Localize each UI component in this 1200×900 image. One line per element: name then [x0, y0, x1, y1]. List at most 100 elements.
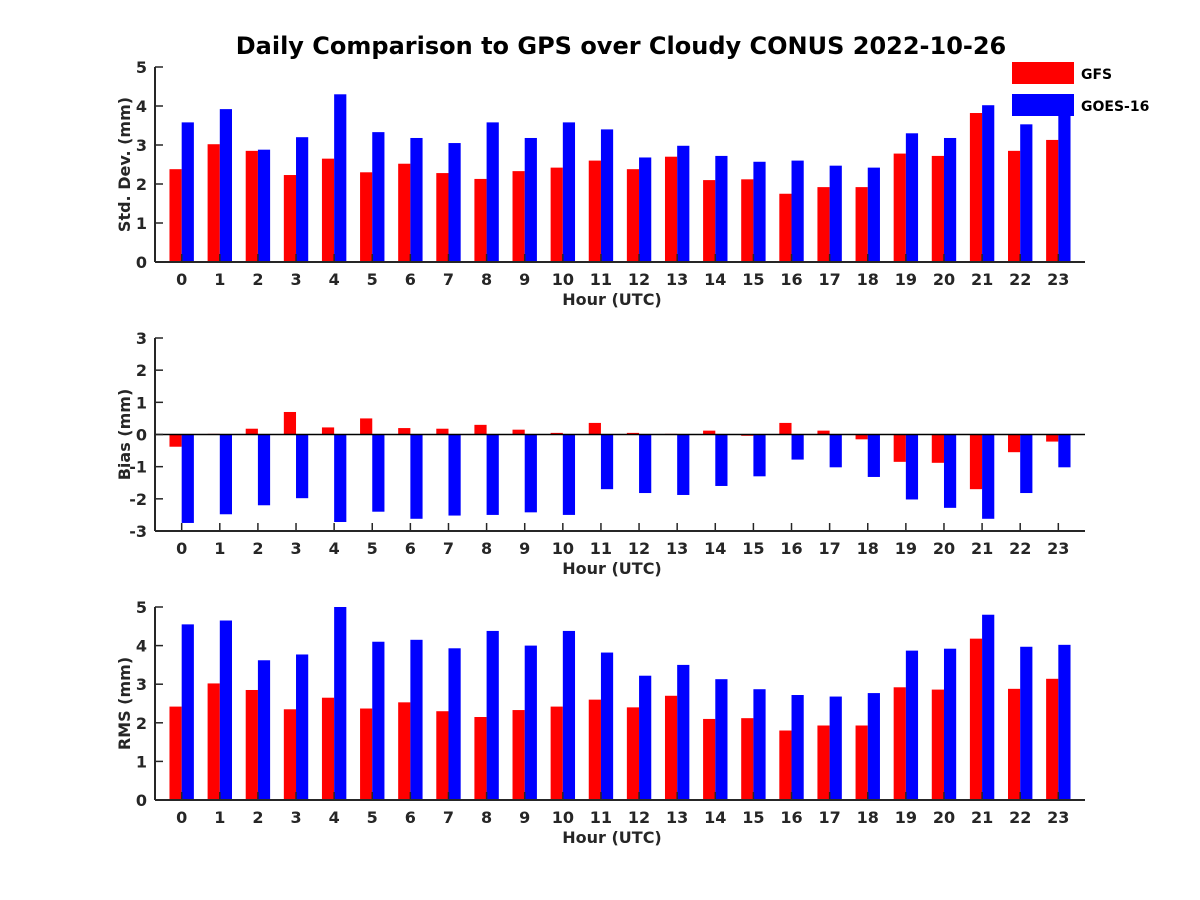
rms-bar-goes-16-hour-11 — [600, 652, 614, 800]
rms-bar-gfs-hour-10 — [550, 706, 563, 800]
legend-swatch-gfs — [1012, 62, 1074, 84]
rms-x-tick-label: 23 — [1047, 808, 1069, 827]
stddev-bar-gfs-hour-10 — [550, 167, 563, 262]
rms-bar-gfs-hour-23 — [1046, 678, 1059, 800]
rms-x-axis-label: Hour (UTC) — [562, 828, 662, 847]
bias-y-tick-label: -1 — [129, 458, 147, 477]
stddev-bar-goes-16-hour-9 — [524, 137, 537, 262]
rms-y-axis-label: RMS (mm) — [115, 657, 134, 750]
bias-bar-goes-16-hour-17 — [829, 434, 842, 468]
stddev-x-tick-label: 19 — [895, 270, 917, 289]
rms-x-tick-label: 2 — [252, 808, 263, 827]
stddev-x-tick-label: 5 — [367, 270, 378, 289]
bias-bar-gfs-hour-11 — [588, 422, 601, 435]
rms-bar-goes-16-hour-15 — [753, 689, 766, 800]
bias-bar-gfs-hour-16 — [779, 422, 792, 435]
figure-title: Daily Comparison to GPS over Cloudy CONU… — [236, 32, 1007, 60]
stddev-x-tick-label: 9 — [519, 270, 530, 289]
rms-bar-gfs-hour-11 — [588, 699, 601, 800]
rms-bar-gfs-hour-8 — [474, 717, 487, 800]
rms-bar-goes-16-hour-1 — [219, 620, 232, 800]
bias-bar-goes-16-hour-7 — [448, 434, 461, 516]
stddev-bar-goes-16-hour-6 — [410, 137, 423, 262]
stddev-bar-gfs-hour-2 — [245, 150, 258, 262]
stddev-x-tick-label: 4 — [329, 270, 340, 289]
stddev-y-tick-label: 0 — [136, 253, 147, 272]
stddev-x-tick-label: 12 — [628, 270, 650, 289]
rms-x-tick-label: 14 — [704, 808, 726, 827]
rms-y-tick-label: 5 — [136, 598, 147, 617]
bias-bar-gfs-hour-17 — [817, 430, 830, 435]
bias-x-tick-label: 11 — [590, 539, 612, 558]
bias-bar-goes-16-hour-14 — [715, 434, 728, 486]
bias-y-tick-label: 2 — [136, 361, 147, 380]
rms-bar-gfs-hour-20 — [931, 689, 944, 800]
bias-x-tick-label: 22 — [1009, 539, 1031, 558]
stddev-bar-goes-16-hour-23 — [1058, 109, 1071, 263]
stddev-bar-goes-16-hour-10 — [562, 122, 576, 262]
rms-bar-goes-16-hour-14 — [715, 679, 728, 800]
stddev-bar-gfs-hour-15 — [741, 179, 754, 262]
rms-x-tick-label: 10 — [552, 808, 574, 827]
rms-bar-gfs-hour-2 — [245, 689, 258, 800]
bias-bar-gfs-hour-10 — [550, 432, 563, 435]
bias-x-tick-label: 9 — [519, 539, 530, 558]
bias-bar-gfs-hour-9 — [512, 429, 525, 435]
stddev-bar-goes-16-hour-17 — [829, 165, 842, 262]
rms-x-tick-label: 9 — [519, 808, 530, 827]
bias-y-tick-label: 3 — [136, 329, 147, 348]
stddev-x-tick-label: 11 — [590, 270, 612, 289]
stddev-x-tick-label: 17 — [818, 270, 840, 289]
stddev-bar-goes-16-hour-20 — [943, 137, 957, 262]
bias-x-tick-label: 7 — [443, 539, 454, 558]
bias-y-tick-label: -2 — [129, 490, 147, 509]
stddev-x-tick-label: 21 — [971, 270, 993, 289]
rms-bar-gfs-hour-19 — [893, 687, 906, 800]
bias-bar-gfs-hour-21 — [969, 434, 983, 490]
bias-bar-goes-16-hour-16 — [791, 434, 804, 460]
stddev-bar-gfs-hour-12 — [626, 169, 640, 262]
bias-bar-goes-16-hour-6 — [410, 434, 423, 519]
bias-bar-goes-16-hour-2 — [257, 434, 271, 506]
stddev-x-tick-label: 16 — [780, 270, 802, 289]
rms-x-tick-label: 5 — [367, 808, 378, 827]
bias-x-tick-label: 23 — [1047, 539, 1069, 558]
stddev-x-tick-label: 0 — [176, 270, 187, 289]
bias-y-tick-label: 1 — [136, 393, 147, 412]
stddev-bar-gfs-hour-17 — [817, 187, 830, 262]
stddev-bar-goes-16-hour-16 — [791, 160, 804, 262]
bias-x-tick-label: 1 — [214, 539, 225, 558]
rms-x-tick-label: 4 — [329, 808, 340, 827]
stddev-bar-goes-16-hour-13 — [677, 145, 690, 262]
rms-y-tick-label: 1 — [136, 752, 147, 771]
bias-x-tick-label: 0 — [176, 539, 187, 558]
rms-bar-gfs-hour-13 — [664, 695, 678, 800]
stddev-x-tick-label: 22 — [1009, 270, 1031, 289]
rms-y-tick-label: 0 — [136, 791, 147, 810]
stddev-y-tick-label: 5 — [136, 58, 147, 77]
stddev-bar-gfs-hour-21 — [969, 113, 983, 263]
rms-x-tick-label: 13 — [666, 808, 688, 827]
bias-x-tick-label: 6 — [405, 539, 416, 558]
rms-x-tick-label: 6 — [405, 808, 416, 827]
stddev-bar-goes-16-hour-18 — [867, 167, 880, 262]
stddev-x-tick-label: 18 — [857, 270, 879, 289]
stddev-bar-goes-16-hour-12 — [639, 157, 652, 262]
rms-bar-goes-16-hour-13 — [677, 664, 690, 800]
stddev-bar-goes-16-hour-11 — [600, 129, 614, 262]
rms-bar-goes-16-hour-20 — [943, 648, 957, 800]
bias-bar-goes-16-hour-20 — [943, 434, 957, 508]
stddev-x-tick-label: 1 — [214, 270, 225, 289]
stddev-x-tick-label: 14 — [704, 270, 726, 289]
bias-bar-gfs-hour-20 — [931, 434, 944, 463]
bias-x-tick-label: 3 — [290, 539, 301, 558]
bias-x-tick-label: 12 — [628, 539, 650, 558]
bias-bar-gfs-hour-8 — [474, 424, 487, 435]
stddev-bar-gfs-hour-18 — [855, 187, 868, 262]
bias-x-tick-label: 17 — [818, 539, 840, 558]
stddev-bar-gfs-hour-6 — [398, 163, 411, 262]
rms-x-tick-label: 16 — [780, 808, 802, 827]
rms-x-tick-label: 12 — [628, 808, 650, 827]
